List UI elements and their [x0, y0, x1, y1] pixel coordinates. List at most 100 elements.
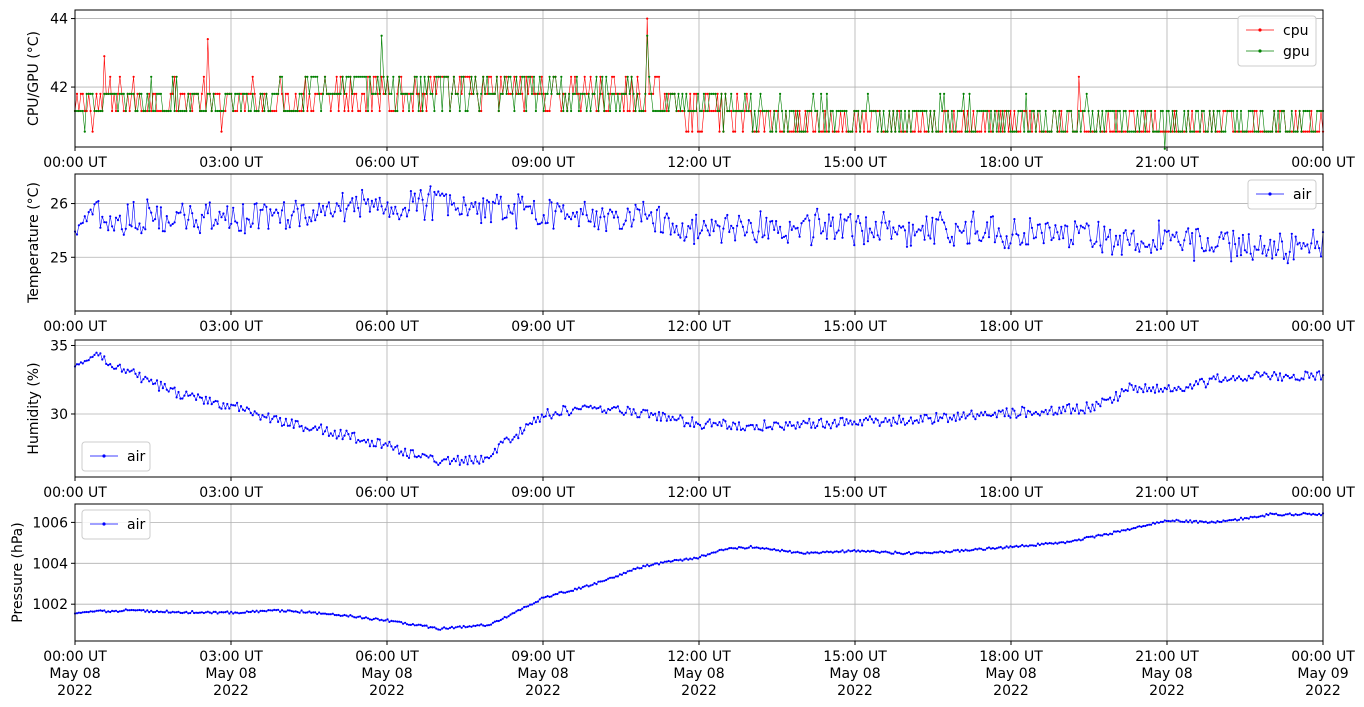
- data-point: [1210, 520, 1213, 523]
- y-tick-label: 25: [50, 250, 68, 266]
- data-point: [480, 623, 483, 626]
- data-point: [601, 75, 604, 78]
- data-point: [636, 208, 639, 211]
- data-point: [1159, 387, 1162, 391]
- data-point: [552, 75, 555, 78]
- data-point: [880, 550, 883, 553]
- data-point: [1122, 529, 1125, 532]
- data-point: [441, 192, 444, 195]
- data-point: [228, 407, 231, 410]
- data-point: [279, 221, 282, 224]
- data-point: [935, 411, 938, 415]
- data-point: [1044, 222, 1047, 225]
- data-point: [1202, 380, 1205, 383]
- data-point: [931, 130, 934, 133]
- data-point: [903, 130, 907, 133]
- data-point: [767, 426, 770, 429]
- data-point: [484, 456, 487, 459]
- data-point: [224, 109, 227, 113]
- data-point: [1003, 415, 1006, 418]
- data-point: [530, 212, 534, 215]
- data-point: [185, 227, 188, 230]
- data-point: [77, 109, 80, 113]
- data-point: [1111, 109, 1114, 113]
- data-point: [314, 611, 317, 614]
- data-point: [976, 230, 979, 233]
- data-point: [1001, 240, 1004, 243]
- data-point: [337, 204, 340, 207]
- data-point: [1275, 373, 1278, 376]
- data-point: [1054, 224, 1057, 227]
- data-point: [1206, 130, 1209, 133]
- data-point: [134, 109, 137, 113]
- data-point: [142, 608, 145, 612]
- data-point: [739, 109, 743, 113]
- data-point: [548, 595, 551, 599]
- data-point: [984, 548, 987, 551]
- data-point: [907, 551, 911, 554]
- data-point: [544, 109, 547, 113]
- data-point: [583, 404, 586, 407]
- data-point: [402, 92, 405, 95]
- data-point: [1060, 412, 1063, 415]
- data-point: [945, 413, 948, 416]
- data-point: [862, 550, 866, 553]
- data-point: [1062, 237, 1065, 240]
- data-point: [1017, 414, 1020, 417]
- data-point: [306, 611, 309, 614]
- data-point: [933, 421, 936, 424]
- data-point: [1028, 109, 1032, 113]
- data-point: [1066, 130, 1069, 133]
- data-point: [790, 109, 793, 113]
- data-point: [1236, 377, 1239, 380]
- data-point: [417, 197, 420, 200]
- data-point: [122, 92, 125, 95]
- data-point: [1017, 130, 1020, 133]
- data-point: [646, 563, 649, 566]
- data-point: [251, 414, 254, 417]
- data-point: [568, 92, 571, 95]
- data-point: [116, 364, 120, 367]
- data-point: [536, 415, 540, 419]
- data-point: [487, 457, 491, 460]
- data-point: [263, 92, 266, 95]
- data-point: [728, 230, 731, 234]
- data-point: [312, 109, 315, 113]
- data-point: [392, 109, 395, 113]
- data-point: [1118, 130, 1121, 133]
- data-point: [1107, 533, 1110, 536]
- data-point: [786, 130, 790, 133]
- data-point: [773, 421, 776, 424]
- data-point: [157, 92, 161, 95]
- data-point: [138, 92, 141, 95]
- data-point: [818, 218, 821, 221]
- data-point: [1009, 545, 1012, 548]
- data-point: [144, 610, 147, 613]
- data-point: [247, 407, 250, 410]
- data-point: [1027, 545, 1030, 548]
- data-point: [853, 109, 856, 113]
- data-point: [198, 109, 202, 113]
- data-point: [1163, 229, 1166, 232]
- data-point: [650, 564, 653, 567]
- data-point: [958, 418, 961, 421]
- data-point: [556, 202, 559, 205]
- data-point: [77, 224, 80, 227]
- data-point: [618, 227, 622, 230]
- data-point: [154, 92, 157, 95]
- data-point: [132, 92, 135, 95]
- data-point: [1138, 250, 1141, 253]
- data-point: [845, 130, 848, 133]
- data-point: [589, 584, 592, 587]
- data-point: [683, 425, 686, 428]
- data-point: [796, 109, 799, 113]
- data-point: [396, 212, 399, 215]
- data-point: [917, 130, 920, 133]
- data-point: [402, 622, 405, 625]
- data-point: [562, 591, 565, 594]
- data-point: [1298, 109, 1301, 113]
- data-point: [357, 75, 360, 78]
- data-point: [952, 130, 956, 133]
- data-point: [114, 109, 118, 113]
- data-point: [1179, 130, 1182, 133]
